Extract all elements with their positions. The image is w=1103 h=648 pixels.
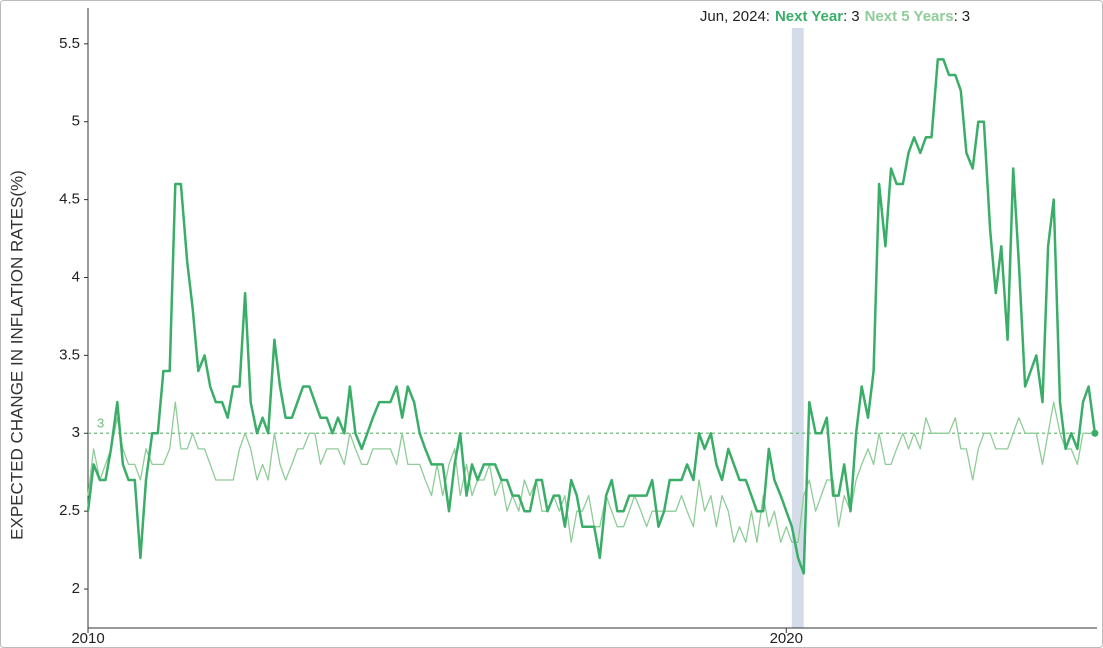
x-tick-label: 2010 (71, 630, 104, 647)
y-tick-label: 4.5 (59, 191, 80, 208)
tooltip-sep: : (954, 8, 958, 25)
y-axis-label: EXPECTED CHANGE IN INFLATION RATES(%) (7, 170, 26, 540)
tooltip-sep: : (843, 8, 847, 25)
y-tick-label: 3 (72, 424, 80, 441)
y-tick-label: 5.5 (59, 35, 80, 52)
y-tick-label: 5 (72, 113, 80, 130)
y-tick-label: 4 (72, 268, 80, 285)
tooltip: Jun, 2024: Next Year: 3 Next 5 Years: 3 (700, 8, 970, 25)
tooltip-date: Jun, 2024 (700, 8, 766, 25)
tooltip-value: 3 (851, 8, 859, 25)
tooltip-value: 3 (962, 8, 970, 25)
tooltip-series: Next Year (775, 8, 843, 25)
tooltip-sep: : (766, 8, 770, 25)
y-tick-label: 2 (72, 580, 80, 597)
recession-band (791, 28, 804, 628)
x-tick-label: 2020 (770, 630, 803, 647)
series-line (86, 58, 1097, 575)
y-tick-label: 3.5 (59, 346, 80, 363)
end-marker (1091, 429, 1099, 437)
tooltip-series: Next 5 Years (865, 8, 954, 25)
y-tick-label: 2.5 (59, 502, 80, 519)
series-line (87, 401, 1095, 543)
reference-label: 3 (97, 416, 104, 431)
